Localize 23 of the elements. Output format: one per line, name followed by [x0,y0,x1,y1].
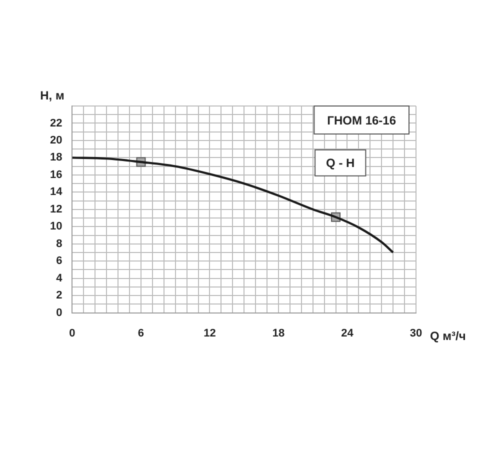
y-tick-label: 0 [56,306,62,319]
line-series [72,156,394,254]
y-tick-label: 4 [56,272,64,284]
x-tick-label: 18 [272,327,285,340]
x-tick-label: 6 [138,327,144,340]
x-axis-title: Q м³/ч [430,329,466,344]
y-tick-label: 14 [50,186,64,198]
x-tick-label: 12 [204,327,216,340]
text: Q - H [326,156,355,170]
y-tick-label: 20 [50,134,62,146]
y-tick-label: 18 [50,152,62,164]
y-axis-title: H, м [40,88,64,102]
y-tick-label: 10 [50,220,62,233]
y-tick-label: 12 [50,203,62,216]
y-tick-label: 16 [50,168,62,181]
y-tick-label: 22 [50,117,62,130]
y-tick-label: 6 [56,255,62,268]
x-tick-label: 0 [69,327,76,340]
text: ГНОМ 16-16 [327,113,396,128]
x-tick-label: 30 [410,327,422,340]
y-tick-label: 2 [56,290,62,302]
y-tick-label: 8 [56,238,62,250]
x-tick-label: 24 [341,327,354,340]
